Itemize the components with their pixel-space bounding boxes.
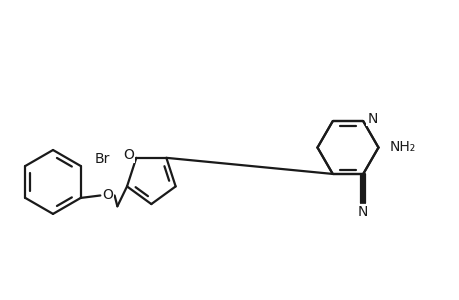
Text: N: N bbox=[366, 112, 377, 126]
Text: O: O bbox=[102, 188, 113, 203]
Text: Br: Br bbox=[94, 152, 110, 166]
Text: O: O bbox=[123, 148, 134, 162]
Text: N: N bbox=[357, 205, 368, 219]
Text: NH₂: NH₂ bbox=[388, 140, 414, 154]
